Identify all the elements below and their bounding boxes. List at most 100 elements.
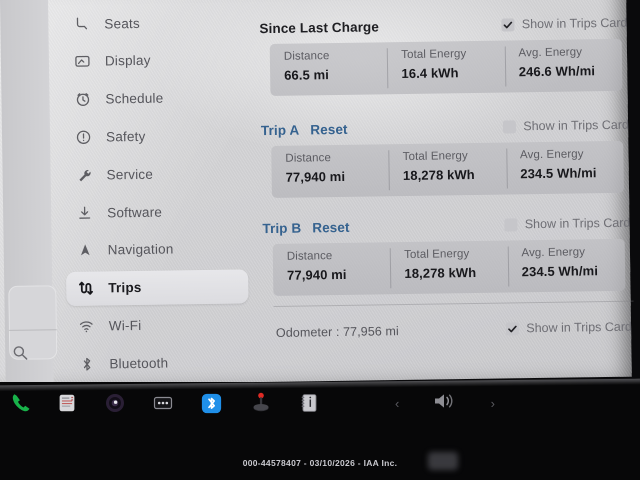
sidebar-item-trips[interactable]: Trips [66,268,249,306]
display-icon [73,52,92,71]
stat-column: Total Energy 18,278 kWh [390,241,508,295]
wifi-icon [77,317,96,336]
seat-icon [72,14,91,33]
show-in-trips-card-toggle[interactable]: Show in Trips Card [501,13,628,35]
volume-next-icon[interactable]: › [490,395,495,411]
volume-icon[interactable] [432,391,458,416]
sidebar-item-label: Wi-Fi [108,317,142,334]
auction-watermark: 000-44578407 - 03/10/2026 - IAA Inc. [242,458,398,468]
checkbox-icon[interactable] [503,119,517,134]
stats-card: Distance 77,940 mi Total Energy 18,278 kWh A… [272,238,626,296]
stat-column: Total Energy 16.4 kWh [387,41,505,95]
stat-column: Distance 77,940 mi [273,242,391,296]
sidebar-item-label: Navigation [107,241,174,258]
sidebar-item-label: Schedule [105,90,164,107]
stat-label: Avg. Energy [518,46,583,60]
odometer-show-in-trips-card-toggle[interactable]: Show in Trips Card [506,319,632,337]
stat-label: Distance [286,250,333,263]
checkbox-icon[interactable] [501,17,515,32]
section-header: Trip B Reset [262,217,349,238]
sidebar-item-navigation[interactable]: Navigation [65,231,247,268]
sidebar-item-bluetooth[interactable]: Bluetooth [67,345,249,382]
trips-road-icon [76,279,95,298]
stat-value: 77,940 mi [285,168,346,185]
sidebar-item-service[interactable]: Service [64,156,246,193]
sidebar-item-label: Display [104,53,151,69]
odometer-divider [273,300,634,307]
sidebar-item-label: Seats [104,15,140,31]
sidebar-item-label: Bluetooth [109,355,169,372]
stat-value: 77,940 mi [287,266,347,283]
trips-panel: Since Last Charge Show in Trips Card Dista… [255,0,640,381]
dock-camera-icon[interactable] [100,388,130,418]
stat-value: 66.5 mi [284,67,330,83]
settings-sidebar: Seats Display Schedule Safety Service Softwar… [52,0,258,384]
stat-column: Avg. Energy 234.5 Wh/mi [507,239,625,293]
section-title-link[interactable]: Trip A [260,122,300,138]
dock-phone-icon[interactable] [6,388,36,418]
wrench-icon [74,165,93,184]
stat-value: 18,278 kWh [402,166,475,184]
stat-label: Avg. Energy [521,246,586,260]
sidebar-item-safety[interactable]: Safety [64,118,246,155]
checkbox-label: Show in Trips Card [521,15,628,32]
stat-label: Total Energy [401,48,467,62]
show-in-trips-card-toggle[interactable]: Show in Trips Card [503,115,629,137]
dock-bluetooth-icon[interactable] [196,388,226,418]
sidebar-item-software[interactable]: Software [65,193,247,230]
stat-column: Total Energy 18,278 kWh [389,143,507,197]
stat-column: Avg. Energy 234.5 Wh/mi [506,141,624,195]
volume-prev-icon[interactable]: ‹ [395,395,400,411]
reset-button[interactable]: Reset [312,219,350,235]
bluetooth-icon [77,354,96,373]
show-in-trips-card-toggle[interactable]: Show in Trips Card [504,213,631,235]
dock-manual-info-icon[interactable] [294,388,324,418]
sidebar-item-label: Service [106,166,154,183]
sidebar-item-display[interactable]: Display [63,42,245,79]
sidebar-item-label: Safety [105,128,146,145]
stats-card: Distance 66.5 mi Total Energy 16.4 kWh Avg. … [269,38,623,96]
stat-value: 18,278 kWh [404,264,477,282]
sidebar-item-wi-fi[interactable]: Wi-Fi [67,307,249,344]
settings-screen: Seats Display Schedule Safety Service Softwar… [0,0,640,385]
checkbox-icon[interactable] [504,217,518,232]
stat-value: 16.4 kWh [401,65,459,82]
section-header: Trip A Reset [261,119,348,140]
alert-icon [74,128,93,147]
stat-label: Distance [283,50,330,63]
stat-column: Distance 77,940 mi [271,144,389,198]
checkbox-label: Show in Trips Card [526,319,633,336]
stats-card: Distance 77,940 mi Total Energy 18,278 kWh A… [271,140,624,198]
stat-value: 234.5 Wh/mi [520,165,597,182]
lens-smudge [428,452,458,470]
stat-value: 246.6 Wh/mi [518,63,596,80]
dock-card-list-icon[interactable] [52,388,82,418]
stat-label: Total Energy [402,150,468,164]
navigation-icon [76,241,95,260]
reset-button[interactable]: Reset [310,121,348,137]
download-icon [75,203,94,222]
section-title: Since Last Charge [259,18,380,36]
section-header: Since Last Charge [259,16,379,38]
search-icon[interactable] [11,344,29,362]
sidebar-item-schedule[interactable]: Schedule [63,80,245,117]
stat-value: 234.5 Wh/mi [521,263,599,280]
stat-label: Avg. Energy [519,148,584,162]
stat-column: Distance 66.5 mi [270,42,388,96]
checkbox-label: Show in Trips Card [523,117,630,134]
dock-ellipsis-icon[interactable] [148,388,178,418]
sidebar-item-seats[interactable]: Seats [62,4,244,41]
checkbox-label: Show in Trips Card [524,215,631,232]
sidebar-item-label: Trips [108,280,142,296]
bottom-dock [0,382,640,480]
section-title-link[interactable]: Trip B [262,220,302,236]
stat-column: Avg. Energy 246.6 Wh/mi [504,39,622,93]
stat-label: Distance [285,152,332,165]
sidebar-item-label: Software [107,204,163,220]
checkbox-icon[interactable] [506,321,520,336]
dock-joystick-icon[interactable] [246,388,276,418]
stat-label: Total Energy [404,248,470,262]
odometer-value: Odometer : 77,956 mi [275,324,399,340]
volume-control[interactable]: ‹ › [395,388,495,418]
